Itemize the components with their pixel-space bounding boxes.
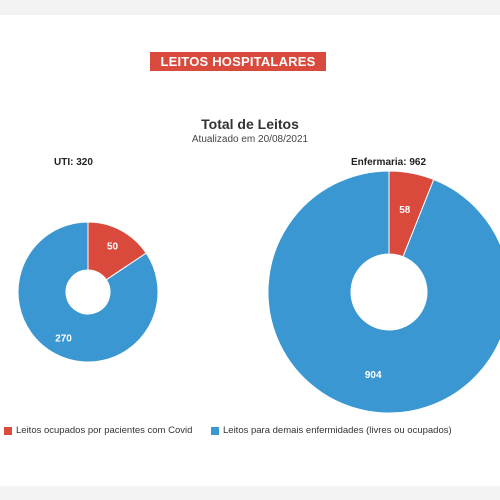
- enfermaria-slice-other[interactable]: [267, 170, 500, 414]
- uti-data-label-covid: 50: [107, 242, 119, 253]
- uti-data-label-other: 270: [55, 333, 72, 344]
- uti-slice-other[interactable]: [17, 221, 159, 363]
- banner-title: LEITOS HOSPITALARES: [150, 52, 326, 71]
- legend-item-other[interactable]: Leitos para demais enfermidades (livres …: [211, 425, 452, 436]
- donut-uti: 50 270: [17, 221, 159, 363]
- donut-enfermaria: 58 904: [267, 170, 500, 414]
- legend-label-other: Leitos para demais enfermidades (livres …: [223, 425, 452, 436]
- enfermaria-data-label-other: 904: [365, 370, 382, 381]
- enfermaria-label: Enfermaria: 962: [351, 157, 427, 168]
- legend-swatch-other: [211, 426, 219, 435]
- uti-label: UTI: 320: [54, 157, 93, 168]
- top-border: [0, 0, 500, 15]
- enfermaria-data-label-covid: 58: [399, 205, 411, 216]
- legend-label-covid: Leitos ocupados por pacientes com Covid: [16, 425, 193, 436]
- bottom-border: [0, 486, 500, 500]
- chart-title: Total de Leitos: [201, 116, 299, 132]
- legend: Leitos ocupados por pacientes com Covid …: [0, 425, 500, 439]
- legend-item-covid[interactable]: Leitos ocupados por pacientes com Covid: [4, 425, 192, 436]
- legend-swatch-covid: [4, 426, 12, 435]
- chart-subtitle: Atualizado em 20/08/2021: [191, 134, 309, 145]
